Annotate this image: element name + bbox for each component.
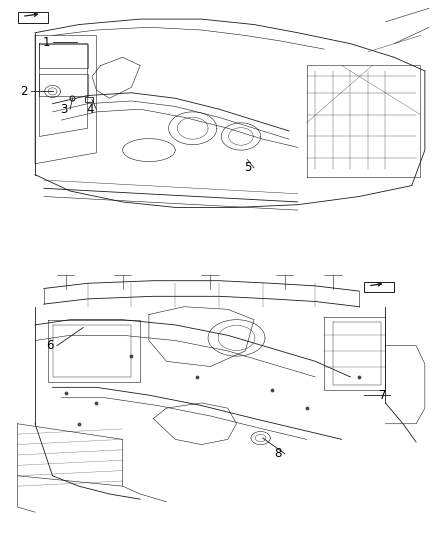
Text: 6: 6 — [46, 339, 54, 352]
Text: 7: 7 — [379, 389, 387, 402]
Bar — [85, 96, 93, 101]
Text: 4: 4 — [86, 103, 94, 116]
Text: 1: 1 — [42, 36, 50, 49]
Text: 3: 3 — [60, 103, 67, 116]
Text: 2: 2 — [20, 85, 28, 98]
Text: 8: 8 — [275, 447, 282, 460]
Text: 5: 5 — [244, 161, 251, 174]
